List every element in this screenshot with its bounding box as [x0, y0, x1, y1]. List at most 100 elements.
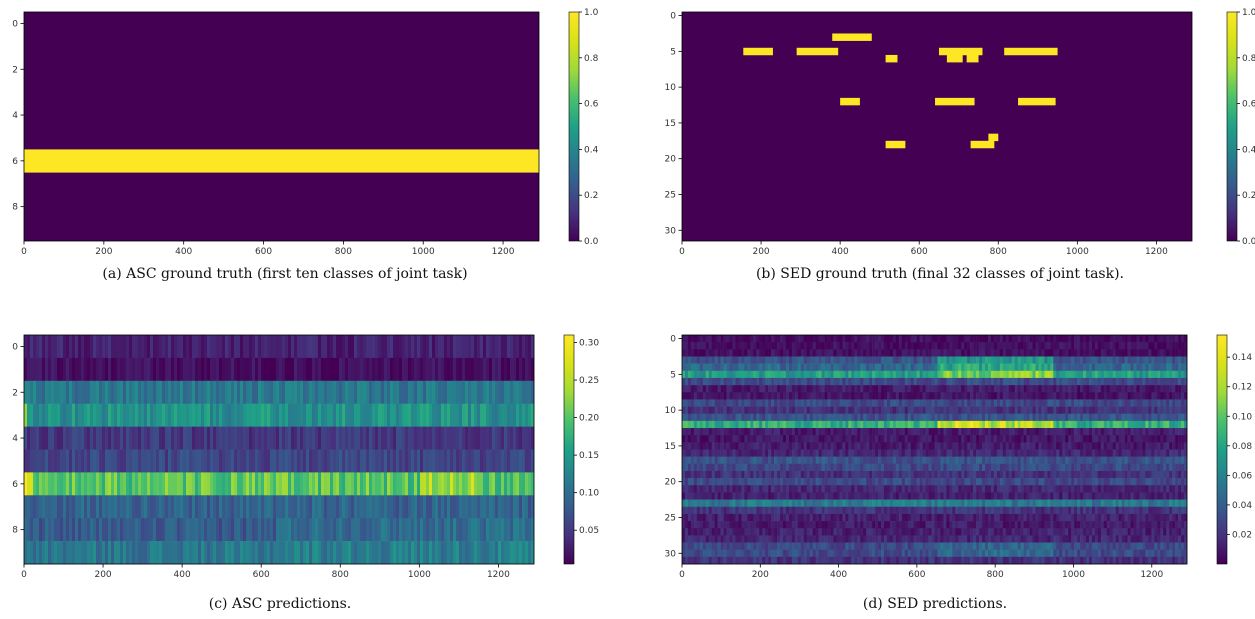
- heatmap-cell: [126, 335, 130, 359]
- heatmap-cell: [958, 449, 962, 457]
- heatmap-cell: [405, 403, 409, 427]
- heatmap-cell: [875, 428, 879, 436]
- heatmap-cell: [135, 380, 139, 404]
- heatmap-cell: [1163, 442, 1167, 450]
- heatmap-cell: [1181, 342, 1185, 350]
- heatmap-cell: [875, 370, 879, 379]
- heatmap-cell: [435, 403, 439, 427]
- heatmap-segment: [1004, 47, 1058, 56]
- heatmap-cell: [276, 403, 280, 427]
- heatmap-cell: [30, 335, 34, 359]
- heatmap-cell: [141, 518, 145, 542]
- heatmap-cell: [696, 428, 701, 436]
- heatmap-cell: [699, 392, 704, 400]
- heatmap-cell: [815, 428, 819, 436]
- heatmap-cell: [845, 370, 849, 379]
- heatmap-cell: [1148, 363, 1152, 372]
- heatmap-cell: [866, 342, 870, 350]
- heatmap-cell: [1175, 399, 1179, 407]
- heatmap-cell: [1121, 370, 1125, 379]
- heatmap-cell: [1106, 428, 1111, 436]
- heatmap-cell: [827, 342, 831, 350]
- heatmap-cell: [108, 335, 112, 359]
- heatmap-cell: [336, 426, 340, 450]
- heatmap-cell: [904, 442, 909, 450]
- heatmap-cell: [1041, 435, 1045, 443]
- heatmap-cell: [934, 399, 938, 407]
- heatmap-cell: [408, 357, 412, 382]
- heatmap-cell: [990, 399, 995, 407]
- heatmap-cell: [159, 518, 163, 542]
- heatmap-cell: [249, 541, 253, 565]
- heatmap-cell: [66, 495, 70, 519]
- heatmap-cell: [255, 426, 259, 450]
- heatmap-cell: [306, 426, 310, 450]
- heatmap-cell: [771, 385, 775, 393]
- heatmap-cell: [396, 357, 400, 382]
- heatmap-cell: [309, 426, 313, 450]
- heatmap-cell: [1136, 370, 1140, 379]
- heatmap-cell: [1130, 385, 1134, 393]
- heatmap-cell: [702, 420, 707, 429]
- heatmap-cell: [863, 342, 867, 350]
- heatmap-cell: [60, 495, 64, 519]
- heatmap-cell: [180, 426, 184, 450]
- heatmap-cell: [42, 495, 46, 519]
- heatmap-cell: [979, 342, 983, 350]
- heatmap-cell: [150, 472, 154, 496]
- y-tick-label: 2: [12, 65, 18, 75]
- heatmap-cell: [987, 413, 992, 422]
- heatmap-cell: [1124, 385, 1128, 393]
- heatmap-cell: [489, 380, 493, 404]
- heatmap-cell: [474, 472, 478, 496]
- heatmap-cell: [249, 449, 253, 473]
- heatmap-cell: [1077, 413, 1081, 422]
- colorbar-tick-label: 0.0: [584, 237, 599, 247]
- heatmap-cell: [812, 335, 816, 343]
- heatmap-cell: [848, 428, 852, 436]
- heatmap-cell: [937, 399, 941, 407]
- heatmap-cell: [510, 472, 514, 496]
- heatmap-cell: [919, 435, 923, 443]
- heatmap-cell: [797, 435, 802, 443]
- heatmap-cell: [228, 518, 232, 542]
- heatmap-cell: [165, 426, 169, 450]
- heatmap-cell: [324, 495, 328, 519]
- heatmap-cell: [24, 426, 28, 450]
- heatmap-cell: [276, 518, 280, 542]
- heatmap-cell: [1041, 342, 1045, 350]
- heatmap-cell: [765, 406, 769, 415]
- heatmap-cell: [1124, 349, 1128, 357]
- heatmap-cell: [246, 357, 250, 382]
- heatmap-cell: [411, 518, 415, 542]
- heatmap-cell: [791, 370, 796, 379]
- heatmap-cell: [1002, 442, 1007, 450]
- heatmap-cell: [699, 349, 704, 357]
- heatmap-cell: [150, 449, 154, 473]
- heatmap-cell: [863, 349, 867, 357]
- heatmap-cell: [1094, 392, 1099, 400]
- heatmap-cell: [1083, 456, 1087, 465]
- heatmap-cell: [393, 449, 397, 473]
- heatmap-cell: [693, 370, 698, 379]
- heatmap-cell: [1142, 392, 1146, 400]
- heatmap-cell: [48, 403, 52, 427]
- heatmap-cell: [1038, 435, 1042, 443]
- heatmap-cell: [711, 385, 715, 393]
- heatmap-cell: [378, 472, 382, 496]
- heatmap-cell: [1133, 420, 1137, 429]
- heatmap-cell: [777, 442, 781, 450]
- heatmap-cell: [925, 420, 929, 429]
- heatmap-cell: [839, 420, 843, 429]
- heatmap-cell: [1032, 356, 1036, 364]
- heatmap-cell: [279, 357, 283, 382]
- heatmap-cell: [964, 435, 968, 443]
- heatmap-cell: [297, 449, 301, 473]
- heatmap-cell: [372, 472, 376, 496]
- heatmap-cell: [117, 472, 121, 496]
- heatmap-cell: [342, 380, 346, 404]
- heatmap-cell: [925, 349, 929, 357]
- heatmap-cell: [450, 449, 454, 473]
- heatmap-cell: [513, 357, 517, 382]
- heatmap-cell: [156, 426, 160, 450]
